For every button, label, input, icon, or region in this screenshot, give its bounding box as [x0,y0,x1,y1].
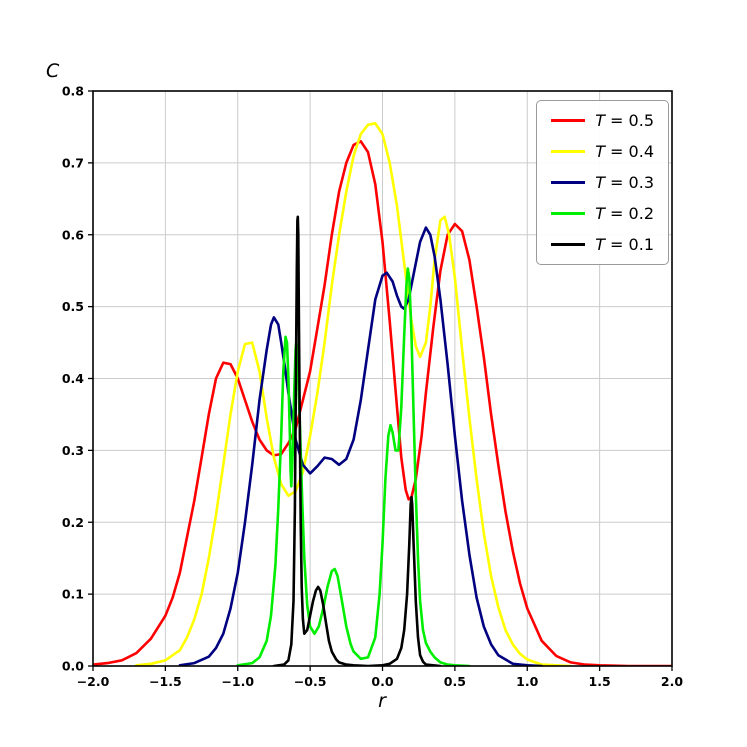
series-line-T-0.2 [236,267,471,666]
plot-area [93,122,672,666]
y-tick-label: 0.4 [62,371,84,386]
x-tick-label: 1.5 [589,674,611,689]
y-tick-label: 0.7 [62,155,84,170]
y-tick-label: 0.3 [62,443,84,458]
x-tick-label: −1.0 [221,674,254,689]
legend-item: T = 0.1 [551,235,654,254]
y-tick-label: 0.5 [62,299,84,314]
legend-line-sample [551,150,586,153]
legend-item: T = 0.3 [551,173,654,192]
y-tick-label: 0.6 [62,227,84,242]
x-tick-label: 1.0 [516,674,538,689]
legend-line-sample [551,181,586,184]
y-axis-label: C [46,60,60,82]
legend-label: T = 0.2 [595,204,654,223]
legend-label: T = 0.5 [595,111,654,130]
series-line-T-0.1 [272,215,442,666]
legend-line-sample [551,212,586,215]
y-tick-label: 0.2 [62,515,84,530]
legend: T = 0.5 T = 0.4 T = 0.3 T = 0.2 T = 0.1 [536,100,669,265]
y-tick-label: 0.0 [62,659,84,674]
legend-label: T = 0.4 [595,142,654,161]
x-tick-label: −2.0 [77,674,110,689]
legend-line-sample [551,243,586,246]
series-line-T-0.3 [178,226,543,666]
legend-item: T = 0.2 [551,204,654,223]
legend-item: T = 0.5 [551,111,654,130]
legend-line-sample [551,119,586,122]
x-tick-label: 2.0 [661,674,683,689]
x-tick-label: 0.5 [444,674,466,689]
x-axis-label: r [378,690,386,712]
y-tick-label: 0.8 [62,84,84,99]
x-tick-label: 0.0 [371,674,393,689]
x-tick-label: −0.5 [294,674,327,689]
legend-label: T = 0.3 [595,173,654,192]
legend-label: T = 0.1 [595,235,654,254]
series-line-T-0.5 [93,140,672,666]
y-tick-label: 0.1 [62,587,84,602]
legend-item: T = 0.4 [551,142,654,161]
series-line-T-0.4 [135,122,572,666]
x-tick-label: −1.5 [149,674,182,689]
